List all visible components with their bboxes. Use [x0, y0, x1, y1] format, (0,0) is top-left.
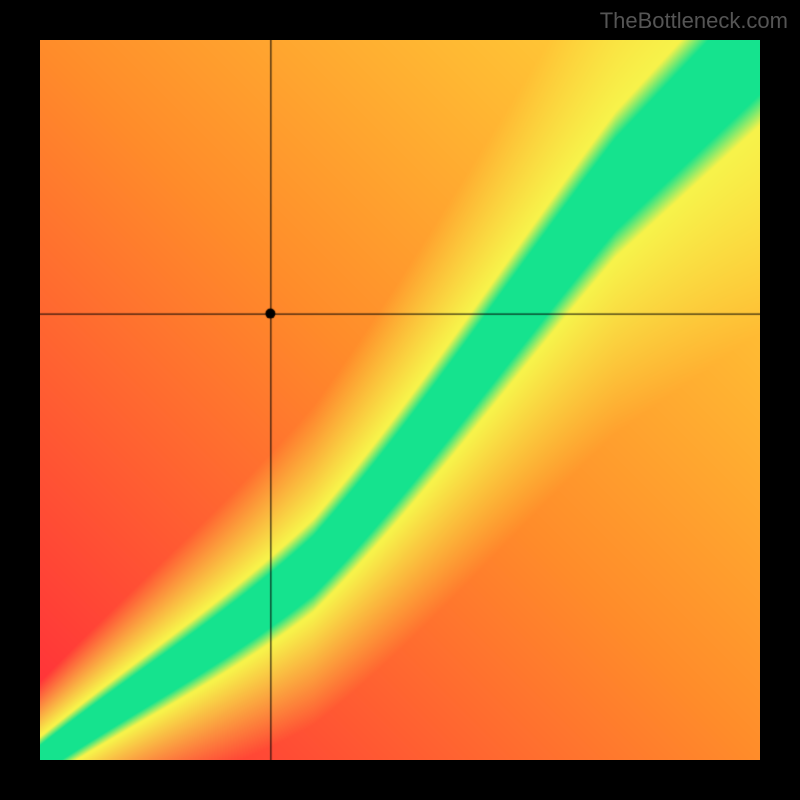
bottleneck-heatmap [40, 40, 760, 760]
chart-container: TheBottleneck.com [0, 0, 800, 800]
watermark-label: TheBottleneck.com [600, 8, 788, 34]
